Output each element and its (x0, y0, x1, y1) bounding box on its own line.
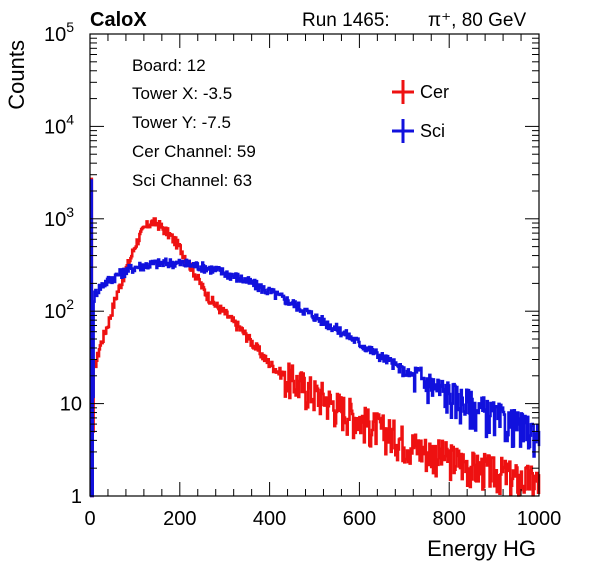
tick-layer: 0 200 400 600 800 1000 1 10 102 103 104 105 (44, 19, 561, 530)
plot-frame (89, 33, 540, 497)
x-tick-label: 200 (163, 508, 196, 530)
info-block: Board: 12 Tower X: -3.5 Tower Y: -7.5 Ce… (132, 56, 256, 190)
info-tower-x: Tower X: -3.5 (132, 84, 232, 103)
y-tick-label: 102 (44, 296, 74, 323)
y-tick-label: 103 (44, 204, 74, 231)
legend-marker-cer (392, 80, 414, 104)
x-tick-label: 1000 (517, 508, 562, 530)
info-tower-y: Tower Y: -7.5 (132, 113, 231, 132)
info-board: Board: 12 (132, 56, 206, 75)
legend-marker-sci (392, 119, 414, 143)
info-sci-channel: Sci Channel: 63 (132, 171, 252, 190)
beam-label: π⁺, 80 GeV (428, 10, 526, 31)
x-axis-title: Energy HG (427, 536, 536, 561)
run-label: Run 1465: (302, 10, 390, 31)
series-line-sci (89, 179, 541, 498)
info-cer-channel: Cer Channel: 59 (132, 142, 256, 161)
x-tick-label: 800 (433, 508, 466, 530)
calox-label: CaloX (90, 9, 147, 31)
y-axis-title: Counts (4, 40, 29, 110)
y-tick-label: 1 (71, 486, 82, 508)
legend-label-cer: Cer (420, 82, 449, 102)
series-line-cer (89, 177, 541, 498)
x-tick-label: 0 (84, 508, 95, 530)
series-layer (89, 177, 541, 498)
y-tick-label: 105 (44, 19, 74, 46)
y-tick-label: 10 (60, 394, 82, 416)
legend-label-sci: Sci (420, 121, 445, 141)
x-tick-label: 400 (253, 508, 286, 530)
y-tick-label: 104 (44, 111, 74, 138)
legend: Cer Sci (392, 80, 449, 143)
x-tick-label: 600 (343, 508, 376, 530)
